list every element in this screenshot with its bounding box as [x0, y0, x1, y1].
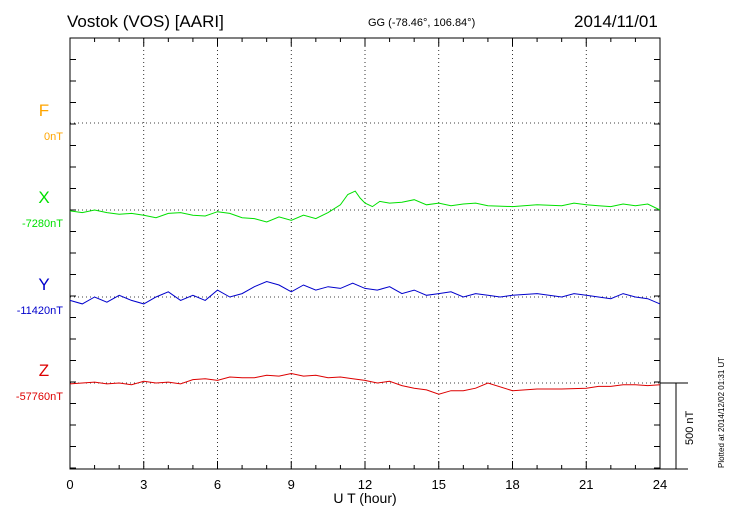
series-line-z — [69, 372, 661, 395]
scale-bar-label: 500 nT — [684, 410, 696, 445]
series-baseline-x: -7280nT — [22, 218, 63, 230]
series-name-y: Y — [38, 275, 49, 294]
series-labels: F 0nT X -7280nT Y -11420nT Z -57760nT — [16, 101, 63, 403]
series-baseline-y: -11420nT — [17, 305, 64, 317]
x-axis-title: U T (hour) — [333, 490, 396, 506]
x-axis-ticks: 0 3 6 9 12 15 18 21 24 — [66, 37, 667, 492]
series-line-x — [69, 190, 661, 223]
plotted-note: Plotted at 2014/12/02 01:31 UT — [717, 357, 726, 468]
x-tick-label: 0 — [66, 477, 73, 492]
x-tick-label: 3 — [140, 477, 147, 492]
x-tick-label: 6 — [214, 477, 221, 492]
x-tick-label: 12 — [358, 477, 372, 492]
series-baseline-f: 0nT — [44, 131, 63, 143]
grid-lines — [70, 38, 660, 469]
coordinates-label: GG (-78.46°, 106.84°) — [368, 17, 476, 29]
date-label: 2014/11/01 — [574, 12, 658, 31]
x-tick-label: 24 — [653, 477, 667, 492]
series-name-x: X — [38, 188, 49, 207]
x-tick-label: 18 — [505, 477, 519, 492]
x-tick-label: 21 — [579, 477, 593, 492]
series-name-z: Z — [39, 361, 49, 380]
series-baseline-z: -57760nT — [16, 391, 63, 403]
series-layer — [69, 190, 661, 395]
x-tick-label: 15 — [432, 477, 446, 492]
series-name-f: F — [39, 101, 49, 120]
x-tick-label: 9 — [288, 477, 295, 492]
scale-bar: 500 nT — [660, 382, 696, 470]
station-title: Vostok (VOS) [AARI] — [67, 12, 224, 31]
series-line-y — [69, 280, 661, 305]
